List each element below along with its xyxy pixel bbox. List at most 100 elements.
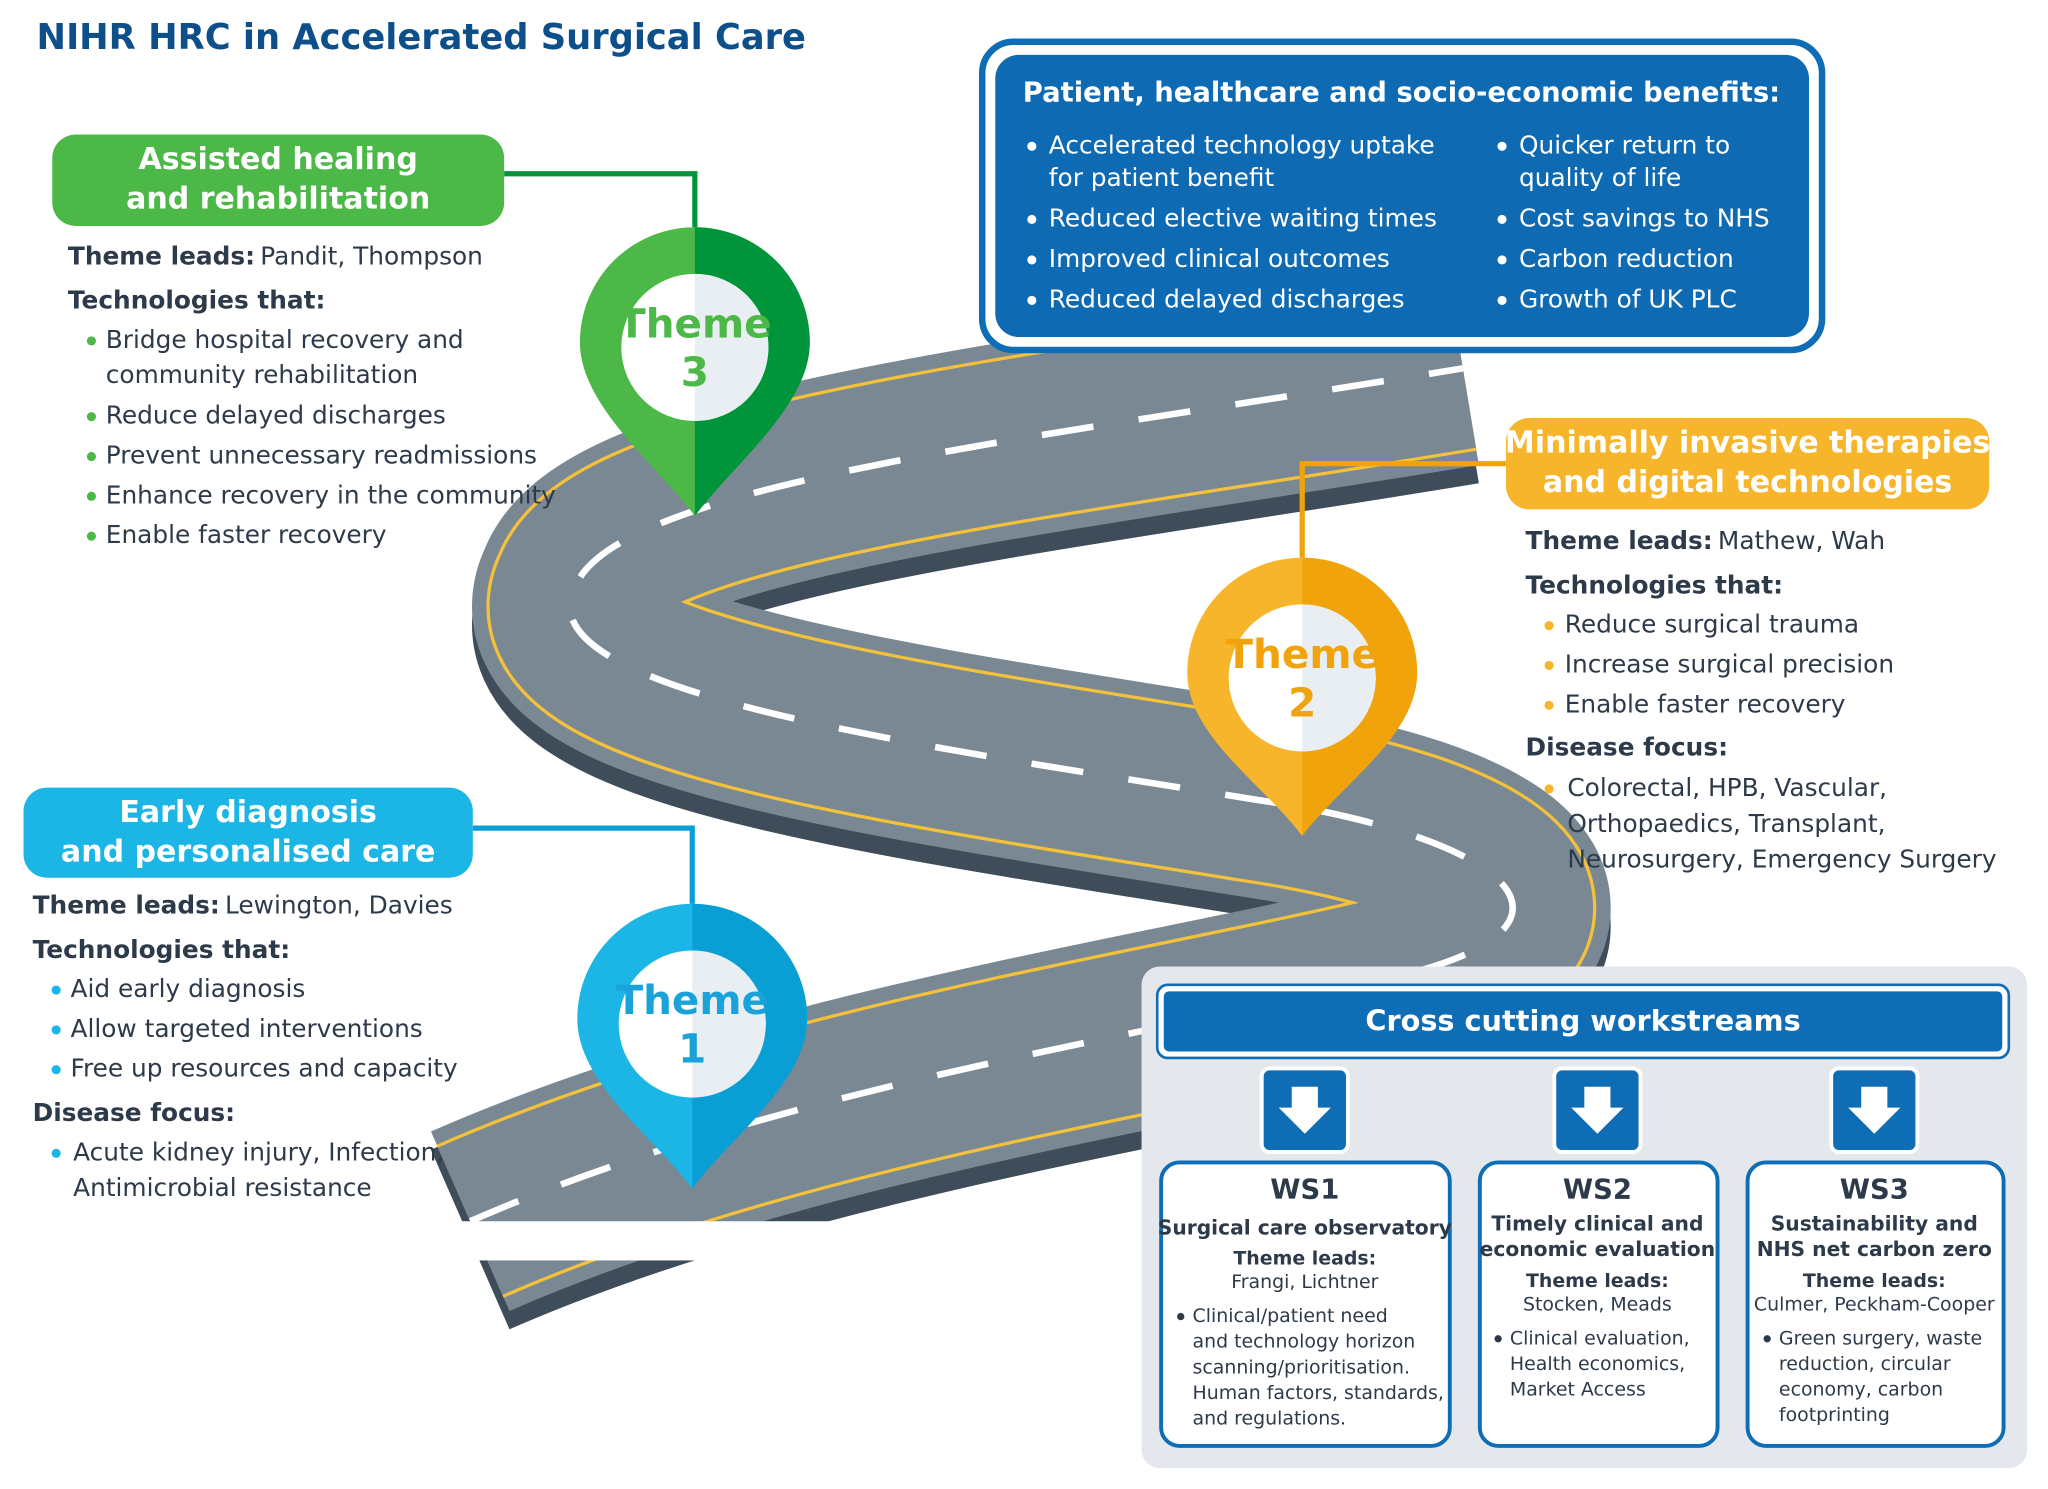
workstream-bullet-line: Human factors, standards, [1192, 1382, 1443, 1404]
pin-center-shade [1302, 604, 1376, 752]
bullet [1027, 295, 1037, 305]
bullet [1497, 214, 1507, 225]
workstream-id: WS3 [1840, 1175, 1909, 1206]
tech-label: Technologies that: [1526, 570, 1783, 599]
workstream-leads: Stocken, Meads [1523, 1293, 1672, 1315]
tech-item: Enable faster recovery [1565, 689, 1846, 718]
bullet [86, 451, 96, 462]
benefit-item: Growth of UK PLC [1519, 284, 1737, 313]
theme-leads-label: Theme leads: [68, 241, 255, 270]
connector [504, 171, 698, 228]
bullet [1544, 784, 1554, 794]
tech-label: Technologies that: [33, 935, 290, 964]
workstream-box [1159, 1160, 1452, 1448]
benefit-item: Reduced elective waiting times [1049, 203, 1437, 232]
workstream-bullet-line: Clinical evaluation, [1510, 1327, 1690, 1349]
theme-heading: Early diagnosis [119, 795, 377, 830]
bullet [1497, 141, 1507, 151]
arrow [1278, 1086, 1331, 1134]
theme-leads-value: Mathew, Wah [1718, 526, 1885, 555]
tech-item: Enhance recovery in the community [106, 480, 556, 509]
connector [1299, 461, 1506, 558]
bullet [1544, 660, 1554, 671]
workstream-bullet-line: Clinical/patient need [1192, 1305, 1387, 1327]
bullet [86, 491, 96, 501]
benefit-item: Carbon reduction [1519, 244, 1734, 273]
workstream-title: Timely clinical and [1491, 1212, 1703, 1236]
pin-label: Theme [1225, 630, 1379, 678]
bullet [51, 1148, 61, 1158]
workstream-bullet-line: footprinting [1779, 1404, 1890, 1426]
road [430, 271, 1610, 1330]
workstream-leads-label: Theme leads: [1233, 1248, 1376, 1270]
theme-leads: Theme leads: Pandit, Thompson [68, 241, 483, 270]
workstream-bullet-line: and technology horizon [1192, 1331, 1415, 1353]
bullet [1763, 1335, 1771, 1343]
theme-leads: Theme leads: Mathew, Wah [1526, 526, 1886, 555]
pin-label: 3 [681, 348, 709, 396]
theme-heading-box [1505, 417, 1990, 510]
disease-item: Antimicrobial resistance [73, 1173, 372, 1202]
tech-item: Enable faster recovery [106, 520, 387, 549]
theme-heading: Minimally invasive therapies [1505, 426, 1990, 461]
benefit-item: Reduced delayed discharges [1049, 284, 1405, 313]
disease-item: Neurosurgery, Emergency Surgery [1567, 845, 1996, 874]
workstream-title: Surgical care observatory [1158, 1216, 1452, 1240]
bullet [1544, 700, 1554, 710]
bullet [51, 1025, 61, 1035]
workstreams-heading: Cross cutting workstreams [1365, 1004, 1800, 1038]
bullet [1494, 1335, 1502, 1343]
disease-label: Disease focus: [1526, 732, 1728, 761]
disease-item: Orthopaedics, Transplant, [1567, 809, 1885, 838]
arrow [1571, 1086, 1624, 1134]
workstream-title: Sustainability and [1771, 1212, 1978, 1236]
theme-leads-value: Pandit, Thompson [260, 241, 483, 270]
bullet [1497, 255, 1507, 265]
bullet [51, 1065, 61, 1075]
workstream-bullet-line: Market Access [1510, 1378, 1646, 1400]
benefit-item: for patient benefit [1049, 163, 1275, 192]
benefit-item: Improved clinical outcomes [1049, 244, 1390, 273]
tech-item: Free up resources and capacity [71, 1054, 458, 1083]
bullet [1544, 621, 1554, 631]
bullet [86, 531, 96, 541]
bullet [86, 412, 96, 422]
workstream-bullet-line: reduction, circular [1779, 1353, 1951, 1375]
workstream-box [1477, 1160, 1720, 1448]
theme-heading: and digital technologies [1543, 465, 1952, 500]
theme-heading-box [23, 787, 473, 878]
theme-heading: and rehabilitation [126, 181, 430, 216]
pin-label: Theme [618, 300, 772, 348]
tech-item: Allow targeted interventions [71, 1014, 423, 1043]
benefit-item: Cost savings to NHS [1519, 203, 1770, 232]
disease-item: Acute kidney injury, Infection, [73, 1137, 444, 1166]
workstream-leads: Frangi, Lichtner [1231, 1271, 1378, 1293]
tech-item: Aid early diagnosis [71, 974, 306, 1003]
tech-item: Prevent unnecessary readmissions [106, 440, 537, 469]
tech-item: community rehabilitation [106, 360, 418, 389]
bullet [86, 336, 96, 346]
connector [472, 825, 695, 904]
theme-heading: and personalised care [61, 834, 435, 869]
workstream-bullet-line: economy, carbon [1779, 1378, 1943, 1400]
bullet [51, 985, 61, 995]
bullet [1497, 295, 1507, 305]
bullet [1027, 141, 1037, 151]
arrow [1848, 1086, 1901, 1134]
tech-label: Technologies that: [68, 286, 325, 315]
tech-item: Reduce surgical trauma [1565, 610, 1859, 639]
workstream-bullet-line: and regulations. [1192, 1407, 1346, 1429]
workstream-box [1745, 1160, 2006, 1448]
pin-center-shade [694, 273, 769, 421]
workstream-leads-label: Theme leads: [1803, 1270, 1946, 1292]
benefits-heading: Patient, healthcare and socio-economic b… [1023, 78, 1780, 109]
disease-label: Disease focus: [33, 1098, 235, 1127]
theme-heading: Assisted healing [139, 142, 418, 177]
page-title: NIHR HRC in Accelerated Surgical Care [37, 17, 806, 58]
workstream-title: economic evaluation [1480, 1237, 1715, 1261]
workstream-title: NHS net carbon zero [1757, 1237, 1992, 1261]
benefit-item: quality of life [1519, 163, 1681, 192]
tech-item: Bridge hospital recovery and [106, 325, 464, 354]
pin-label: 1 [678, 1024, 706, 1072]
